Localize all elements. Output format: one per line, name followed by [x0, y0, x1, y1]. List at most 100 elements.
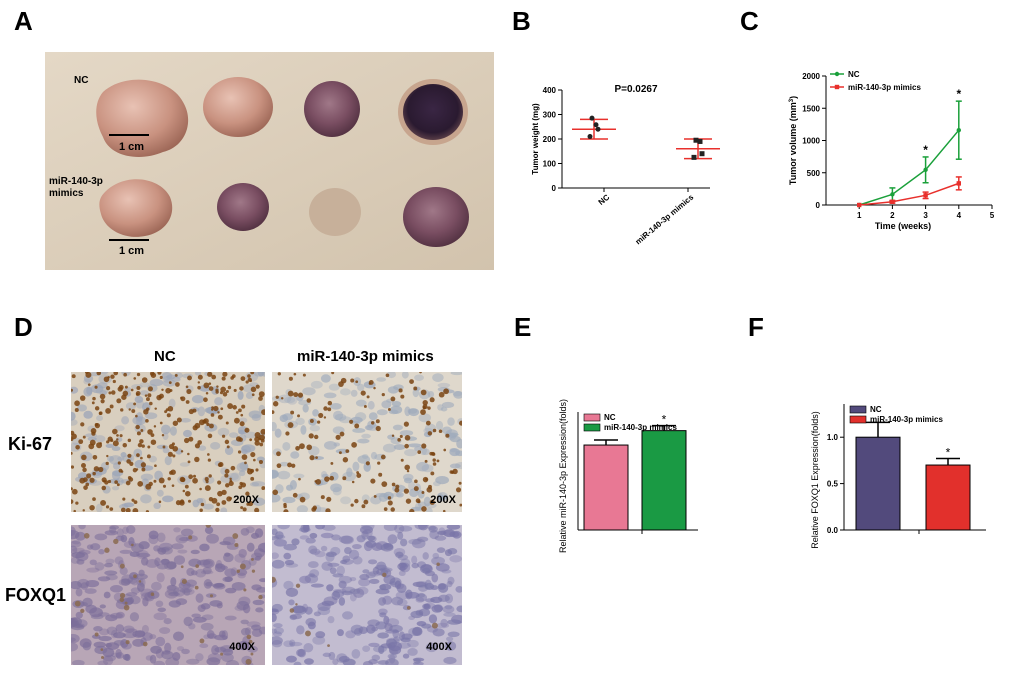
cell-nucleus [413, 658, 421, 665]
data-point [593, 122, 599, 128]
cell-nucleus [438, 583, 449, 593]
stained-nucleus [371, 421, 375, 425]
cell-nucleus [396, 491, 404, 498]
stained-nucleus [432, 458, 436, 462]
stained-nucleus [422, 406, 426, 410]
stained-nucleus [232, 405, 237, 410]
stained-nucleus [225, 483, 230, 488]
cell-nucleus [78, 525, 86, 530]
cell-nucleus [450, 372, 462, 376]
stained-nucleus [244, 461, 247, 465]
cell-nucleus [238, 429, 245, 435]
stained-nucleus [436, 562, 440, 566]
stained-nucleus [245, 658, 252, 665]
stained-nucleus [108, 391, 112, 395]
stained-nucleus [199, 487, 202, 491]
cell-nucleus [191, 395, 205, 404]
stained-nucleus [239, 386, 244, 391]
x-tick-label: miR-140-3p mimics [634, 192, 696, 246]
cell-nucleus [225, 587, 237, 594]
cell-nucleus [95, 503, 103, 512]
cell-nucleus [206, 657, 221, 665]
data-point [697, 138, 703, 144]
stained-nucleus [323, 406, 328, 411]
cell-nucleus [207, 652, 222, 663]
y-tick-label: 1500 [802, 104, 820, 113]
stained-nucleus [242, 507, 247, 512]
cell-nucleus [359, 573, 370, 581]
cell-nucleus [240, 619, 249, 625]
cell-nucleus [422, 603, 430, 610]
y-tick-label: 100 [543, 160, 557, 169]
stained-nucleus [315, 456, 318, 460]
cell-nucleus [312, 409, 319, 417]
cell-nucleus [310, 583, 324, 588]
cell-nucleus [446, 580, 453, 588]
stained-nucleus [248, 639, 253, 644]
cell-nucleus [241, 449, 248, 455]
magnification-ki67-nc: 200X [233, 494, 259, 506]
cell-nucleus [168, 600, 182, 608]
stained-nucleus [159, 375, 163, 380]
cell-nucleus [119, 549, 133, 554]
cell-nucleus [231, 581, 246, 591]
stained-nucleus [413, 486, 419, 492]
stained-nucleus [208, 382, 212, 385]
stained-nucleus [443, 388, 449, 395]
ihc-row-label-ki67: Ki-67 [8, 434, 53, 454]
cell-nucleus [222, 648, 234, 656]
cell-nucleus [307, 561, 319, 568]
cell-nucleus [352, 461, 360, 472]
stained-nucleus [188, 436, 194, 442]
cell-nucleus [309, 532, 318, 539]
stained-nucleus [298, 477, 301, 481]
cell-nucleus [328, 383, 340, 391]
cell-nucleus [214, 397, 223, 406]
cell-nucleus [234, 605, 246, 612]
cell-nucleus [153, 660, 165, 665]
legend-swatch [583, 423, 601, 432]
stained-nucleus [272, 401, 279, 407]
y-tick-label: 200 [543, 135, 557, 144]
stained-nucleus [216, 385, 219, 388]
cell-nucleus [159, 542, 173, 551]
stained-nucleus [237, 450, 242, 454]
stained-nucleus [122, 442, 128, 448]
stained-nucleus [205, 480, 209, 484]
cell-nucleus [272, 470, 279, 479]
y-axis-label: Relative FOXQ1 Expression(folds) [810, 411, 820, 549]
cell-nucleus [296, 505, 309, 512]
cell-nucleus [93, 626, 103, 632]
cell-nucleus [362, 569, 370, 574]
cell-nucleus [408, 615, 415, 621]
stained-nucleus [427, 406, 431, 410]
stained-nucleus [82, 435, 86, 439]
cell-nucleus [272, 636, 283, 645]
cell-nucleus [443, 529, 456, 538]
stained-nucleus [185, 400, 190, 404]
cell-nucleus [321, 600, 335, 607]
stained-nucleus [147, 393, 152, 398]
ihc-texture-ki67-nc [71, 372, 265, 512]
cell-nucleus [222, 576, 233, 583]
stained-nucleus [387, 500, 393, 506]
cell-nucleus [105, 443, 115, 448]
cell-nucleus [253, 372, 264, 377]
tumor-nc-2 [203, 77, 273, 137]
significance-marker: * [662, 413, 667, 427]
stained-nucleus [295, 603, 298, 606]
cell-nucleus [455, 586, 462, 593]
stained-nucleus [221, 376, 226, 381]
stained-nucleus [261, 409, 265, 416]
cell-nucleus [179, 462, 190, 467]
cell-nucleus [105, 574, 118, 581]
stained-nucleus [211, 374, 217, 380]
stained-nucleus [74, 400, 80, 407]
stained-nucleus [217, 411, 220, 414]
cell-nucleus [444, 604, 453, 610]
cell-nucleus [428, 614, 438, 624]
cell-nucleus [256, 586, 265, 593]
stained-nucleus [288, 376, 293, 381]
cell-nucleus [291, 538, 300, 546]
stained-nucleus [136, 385, 141, 390]
